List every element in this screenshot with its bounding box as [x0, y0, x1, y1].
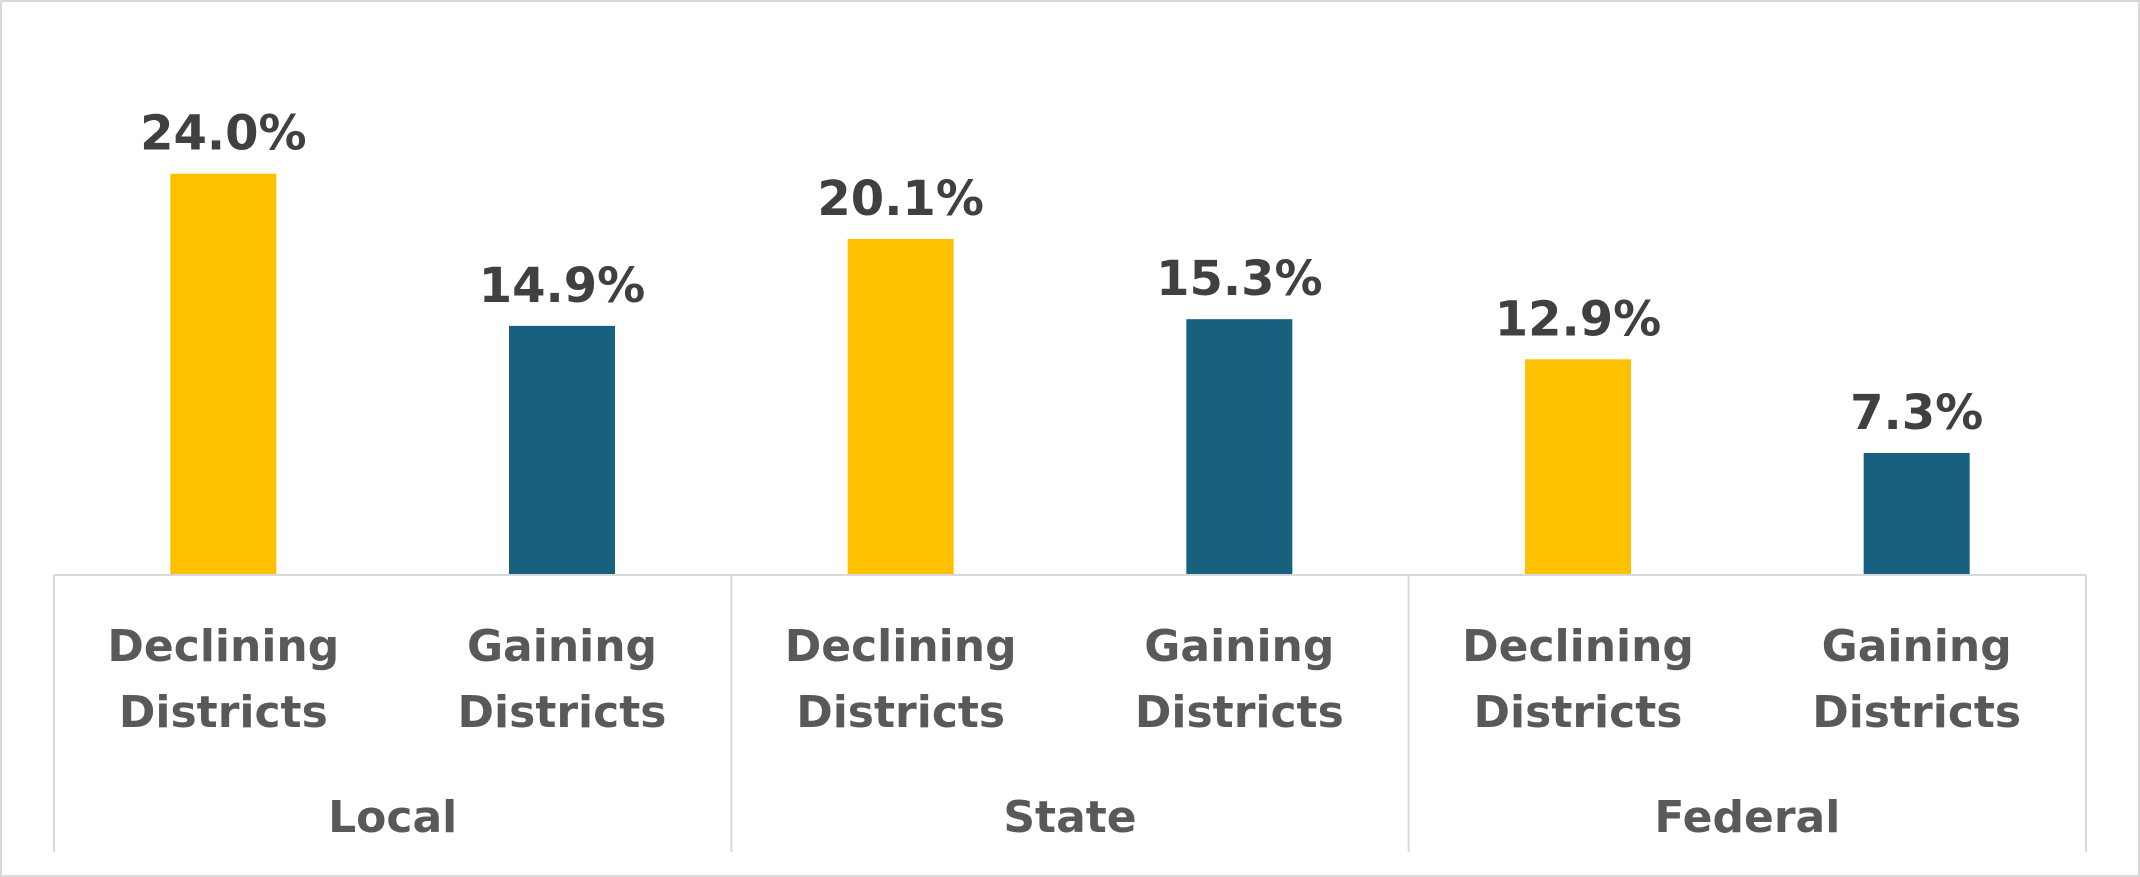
bars-layer	[170, 173, 1970, 576]
value-labels-layer: 24.0% 14.9% 20.1% 15.3% 12.9% 7.3%	[140, 106, 1983, 441]
category-label: Districts	[1474, 687, 1683, 738]
category-label: Districts	[1812, 687, 2021, 738]
category-label: Districts	[796, 687, 1005, 738]
category-label: Declining	[107, 621, 339, 672]
bar-state-declining	[847, 238, 954, 576]
bar-federal-gaining	[1863, 452, 1970, 575]
category-label: Gaining	[1822, 621, 2012, 672]
category-label: Declining	[785, 621, 1017, 672]
category-label: Declining	[1462, 621, 1694, 672]
category-label: Gaining	[1144, 621, 1334, 672]
group-label-federal: Federal	[1654, 792, 1840, 843]
data-label: 12.9%	[1495, 291, 1662, 347]
category-label: Gaining	[467, 621, 657, 672]
bar-local-gaining	[509, 325, 615, 575]
category-label: Districts	[119, 687, 328, 738]
group-label-local: Local	[328, 792, 457, 843]
bar-federal-declining	[1525, 359, 1631, 575]
group-labels-layer: Local State Federal	[328, 792, 1840, 843]
bar-local-declining	[170, 173, 277, 575]
data-label: 7.3%	[1850, 385, 1983, 441]
data-label: 24.0%	[140, 106, 307, 162]
category-label: Districts	[1135, 687, 1344, 738]
category-labels-layer: Declining Districts Gaining Districts Declin…	[107, 621, 2021, 738]
category-label: Districts	[458, 687, 667, 738]
data-label: 14.9%	[479, 258, 646, 314]
bar-state-gaining	[1186, 319, 1293, 575]
group-label-state: State	[1003, 792, 1136, 843]
data-label: 20.1%	[817, 171, 984, 227]
data-label: 15.3%	[1156, 251, 1323, 307]
axis-layer	[53, 574, 2087, 852]
